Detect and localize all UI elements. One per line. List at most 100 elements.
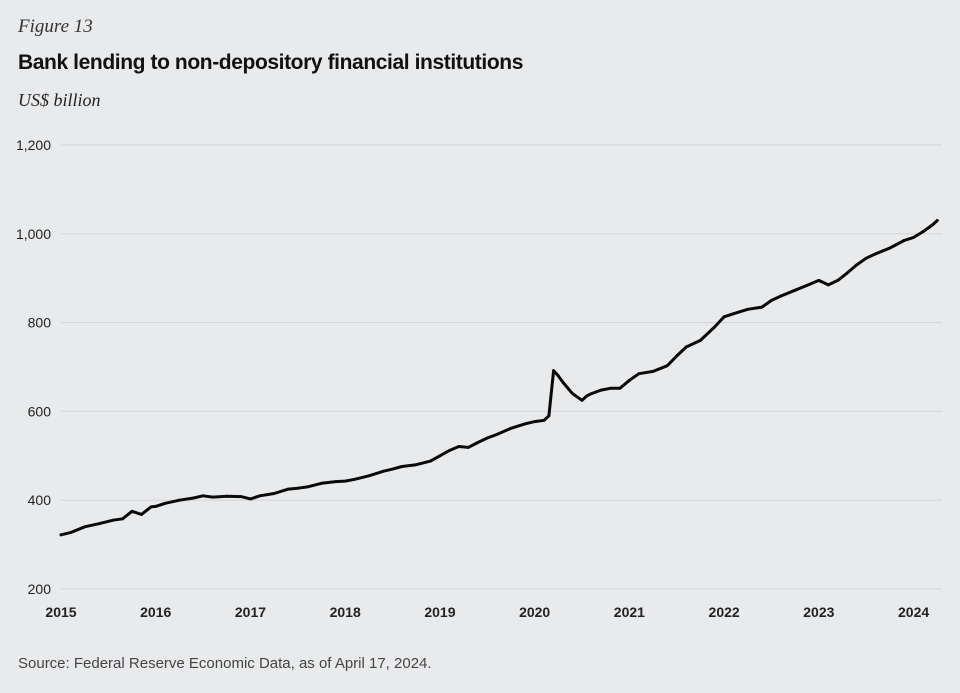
data-point [381, 469, 385, 473]
unit-label: US$ billion [18, 90, 101, 110]
data-point [921, 230, 925, 233]
y-axis-ticks: 200 400 600 800 1,000 1,200 [16, 137, 51, 597]
data-point [249, 497, 252, 501]
data-point [149, 505, 153, 509]
x-tick-label: 2019 [424, 604, 455, 620]
data-point [353, 477, 357, 481]
data-point [732, 312, 735, 316]
x-tick-label: 2020 [519, 604, 550, 620]
data-point [154, 505, 158, 508]
y-tick-label: 200 [28, 581, 52, 597]
y-tick-label: 800 [28, 315, 52, 331]
data-point [585, 394, 589, 398]
data-point [466, 445, 470, 449]
data-point [178, 498, 181, 502]
data-point [485, 436, 489, 440]
figure-label: Figure 13 [18, 16, 93, 37]
chart-title: Bank lending to non-depository financial… [18, 51, 523, 74]
data-point [457, 445, 461, 448]
data-point [637, 372, 641, 376]
x-axis-ticks: 2015 2016 2017 2018 2019 2020 2021 2022 2023 2024 [45, 604, 929, 620]
x-tick-label: 2018 [330, 604, 361, 620]
data-point [902, 239, 906, 242]
data-point [547, 414, 551, 418]
x-tick-label: 2021 [614, 604, 645, 620]
data-point [713, 325, 717, 329]
data-point [111, 518, 115, 522]
y-tick-label: 1,200 [16, 137, 51, 153]
data-point [760, 305, 764, 309]
data-point [580, 398, 584, 402]
data-point [599, 388, 603, 392]
data-point [888, 246, 892, 250]
data-point [817, 279, 821, 282]
data-point [258, 494, 262, 498]
data-point [192, 496, 196, 500]
data-point [272, 492, 276, 495]
data-point [561, 381, 565, 384]
data-point [97, 522, 101, 526]
y-tick-label: 400 [28, 492, 52, 508]
data-point [770, 299, 773, 302]
x-tick-label: 2016 [140, 604, 171, 620]
data-point [509, 426, 513, 430]
data-point [542, 418, 546, 422]
data-point [367, 474, 371, 478]
data-point [855, 263, 859, 267]
data-point [552, 369, 556, 372]
data-point [746, 307, 750, 311]
data-point [211, 495, 214, 499]
data-point [556, 374, 560, 378]
data-point [618, 386, 622, 390]
x-tick-label: 2015 [45, 604, 76, 620]
data-point [429, 459, 432, 463]
data-point [836, 279, 840, 282]
data-point [935, 219, 939, 222]
data-point [571, 392, 574, 396]
data-point [414, 463, 418, 467]
data-point [296, 486, 300, 490]
data-point [343, 479, 347, 483]
data-point [684, 345, 688, 349]
data-point [495, 433, 499, 436]
x-tick-label: 2017 [235, 604, 266, 620]
data-point [590, 392, 593, 396]
data-point [83, 525, 87, 529]
data-point [807, 283, 811, 286]
data-point [400, 465, 404, 468]
data-point [476, 441, 480, 444]
grid [61, 144, 942, 590]
series-line [59, 219, 939, 537]
y-tick-label: 1,000 [16, 226, 51, 242]
data-point [627, 378, 631, 382]
data-point [912, 235, 915, 239]
data-point [523, 422, 527, 426]
data-point [533, 420, 537, 424]
data-point [163, 501, 167, 505]
data-point [438, 454, 442, 458]
data-point [826, 283, 830, 287]
data-point [675, 354, 679, 358]
data-point [59, 533, 63, 537]
x-tick-label: 2024 [898, 604, 929, 620]
data-point [121, 517, 124, 521]
data-point [779, 294, 783, 298]
y-tick-label: 600 [28, 403, 52, 419]
data-point [722, 315, 726, 319]
data-point [320, 481, 323, 485]
data-point [130, 509, 134, 513]
data-point [447, 449, 451, 452]
data-point [931, 223, 934, 227]
data-point [225, 494, 229, 498]
x-tick-label: 2022 [709, 604, 740, 620]
source-note: Source: Federal Reserve Economic Data, a… [18, 655, 432, 672]
data-point [239, 495, 243, 499]
data-point [391, 467, 394, 471]
data-point [305, 485, 309, 489]
data-point [793, 288, 797, 292]
data-point [140, 513, 143, 516]
data-point [286, 487, 290, 491]
data-point [609, 386, 612, 390]
data-point [201, 494, 205, 498]
